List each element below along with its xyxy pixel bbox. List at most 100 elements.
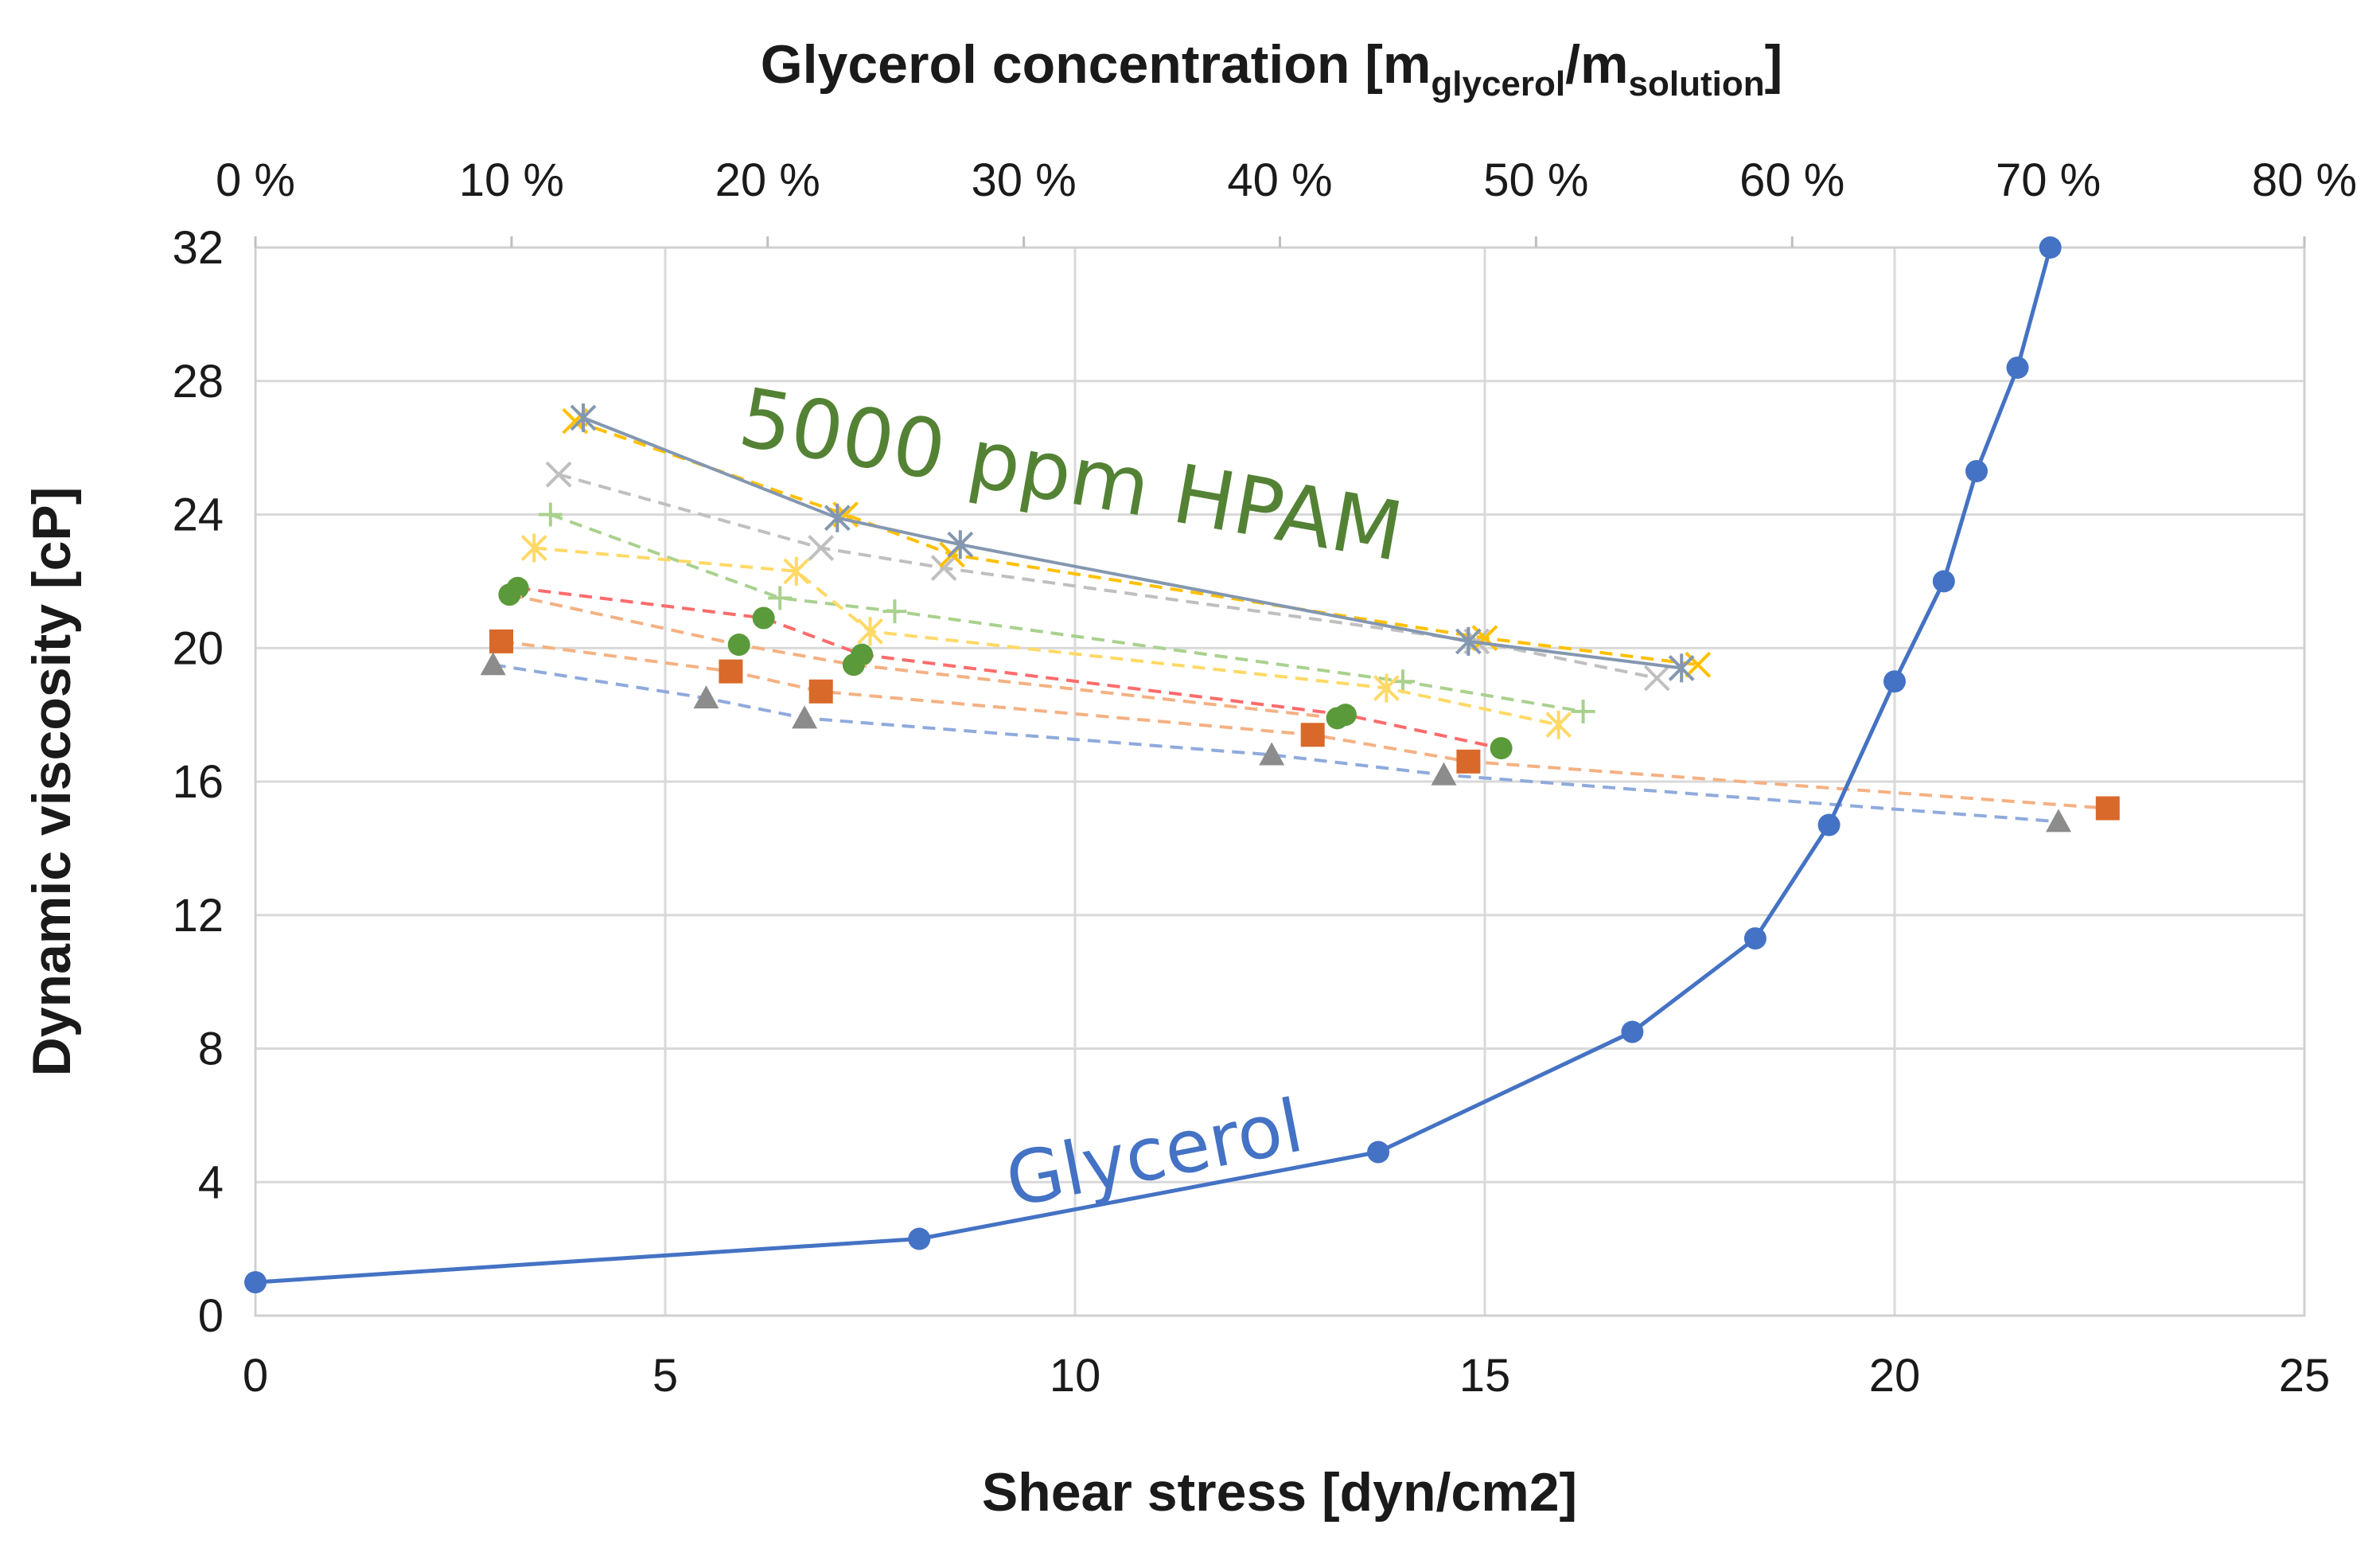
- y-tick-label: 12: [172, 890, 224, 942]
- data-point: [1431, 762, 1457, 786]
- series-glycerol: [244, 236, 2062, 1294]
- data-point: [244, 1271, 267, 1294]
- series-line: [534, 546, 1560, 727]
- x-tick-label: 5: [652, 1350, 678, 1402]
- data-point: [719, 659, 743, 684]
- top-tick-label: 60 %: [1739, 154, 1844, 206]
- series-line: [550, 513, 1583, 713]
- y-tick-label: 16: [172, 756, 224, 808]
- data-point: [752, 606, 775, 630]
- top-axis-title-sub1: glycerol: [1431, 64, 1565, 103]
- data-point: [1326, 707, 1349, 730]
- hpam-annotation: 5000 ppm HPAM: [733, 370, 1410, 580]
- top-tick-label: 40 %: [1227, 154, 1332, 206]
- series-line: [493, 663, 2059, 824]
- top-axis-title-sub2: solution: [1629, 64, 1765, 103]
- data-point: [1259, 742, 1285, 766]
- data-point: [930, 555, 957, 582]
- y-tick-label: 24: [172, 489, 224, 541]
- data-point: [783, 556, 810, 586]
- data-point: [1965, 459, 1988, 482]
- y-tick-label: 20: [172, 622, 224, 674]
- data-point: [1743, 927, 1766, 950]
- data-point: [1817, 813, 1841, 836]
- top-tick-label: 80 %: [2252, 154, 2357, 206]
- top-axis-title-prefix: Glycerol concentration [m: [761, 34, 1432, 95]
- data-point: [520, 533, 547, 563]
- series-hpam-run-3: [506, 576, 1513, 760]
- data-point: [768, 586, 793, 610]
- data-point: [857, 617, 883, 646]
- data-point: [693, 685, 719, 709]
- data-point: [538, 502, 563, 527]
- data-point: [1490, 737, 1513, 760]
- series-hpam-run-2: [480, 652, 2071, 833]
- y-tick-label: 28: [172, 356, 224, 407]
- data-point: [1932, 570, 1955, 593]
- data-point: [727, 634, 750, 657]
- data-point: [570, 403, 597, 432]
- series-layer: [244, 236, 2120, 1294]
- top-tick-label: 20 %: [715, 154, 820, 206]
- series-line: [508, 593, 1338, 720]
- data-point: [2006, 356, 2029, 379]
- x-axis-title: Shear stress [dyn/cm2]: [982, 1462, 1577, 1523]
- data-point: [1621, 1020, 1644, 1043]
- top-tick-label: 50 %: [1483, 154, 1588, 206]
- top-tick-label: 0 %: [216, 154, 295, 206]
- x-tick-label: 10: [1050, 1350, 1101, 1402]
- data-point: [882, 599, 907, 624]
- data-point: [2095, 796, 2120, 821]
- data-point: [1367, 1141, 1390, 1164]
- data-point: [808, 679, 833, 704]
- top-axis-title: Glycerol concentration [mglycerol/msolut…: [761, 34, 1783, 103]
- bottom-axis: 0 5 10 15 20 25: [243, 1350, 2330, 1402]
- top-tick-label: 70 %: [1996, 154, 2101, 206]
- y-tick-label: 0: [198, 1290, 224, 1342]
- series-hpam-run-1: [489, 629, 2120, 821]
- series-hpam-run-4: [498, 583, 1349, 730]
- data-point: [1668, 653, 1695, 683]
- data-point: [1643, 665, 1670, 692]
- left-axis: 0 4 8 12 16 20 24 28 32: [172, 222, 224, 1342]
- data-point: [498, 583, 521, 606]
- data-point: [1300, 723, 1325, 747]
- data-point: [1373, 673, 1400, 703]
- top-tick-label: 30 %: [972, 154, 1077, 206]
- series-hpam-run-6: [520, 533, 1572, 739]
- x-tick-label: 20: [1869, 1350, 1921, 1402]
- top-axis-title-suffix: ]: [1765, 34, 1783, 95]
- series-hpam-run-5: [538, 502, 1595, 723]
- data-point: [947, 530, 974, 560]
- data-point: [2039, 236, 2062, 259]
- top-axis-title-mid: /m: [1565, 34, 1628, 95]
- top-tick-label: 10 %: [459, 154, 564, 206]
- data-point: [842, 653, 865, 677]
- data-point: [545, 461, 572, 488]
- y-tick-label: 4: [198, 1156, 224, 1208]
- x-tick-label: 0: [243, 1350, 268, 1402]
- grid: [254, 246, 2306, 1317]
- series-line: [501, 639, 2108, 810]
- data-point: [808, 535, 835, 561]
- data-point: [1685, 651, 1712, 678]
- glycerol-annotation: Glycerol: [999, 1083, 1310, 1224]
- series-hpam-run-9: [570, 403, 1695, 683]
- data-point: [908, 1227, 931, 1250]
- y-tick-label: 8: [198, 1024, 224, 1075]
- x-tick-label: 15: [1459, 1350, 1511, 1402]
- data-point: [489, 629, 513, 653]
- data-point: [824, 503, 851, 532]
- y-tick-label: 32: [172, 222, 224, 274]
- x-tick-label: 25: [2279, 1350, 2331, 1402]
- data-point: [480, 652, 506, 676]
- data-point: [792, 705, 818, 729]
- data-point: [1883, 670, 1906, 693]
- top-axis: 0 % 10 % 20 % 30 % 40 % 50 % 60 % 70 % 80 %: [216, 154, 2357, 248]
- data-point: [1545, 710, 1572, 739]
- data-point: [1571, 699, 1595, 723]
- y-axis-title: Dynamic viscosity [cP]: [21, 487, 82, 1077]
- data-point: [1455, 626, 1482, 656]
- data-point: [2046, 809, 2071, 833]
